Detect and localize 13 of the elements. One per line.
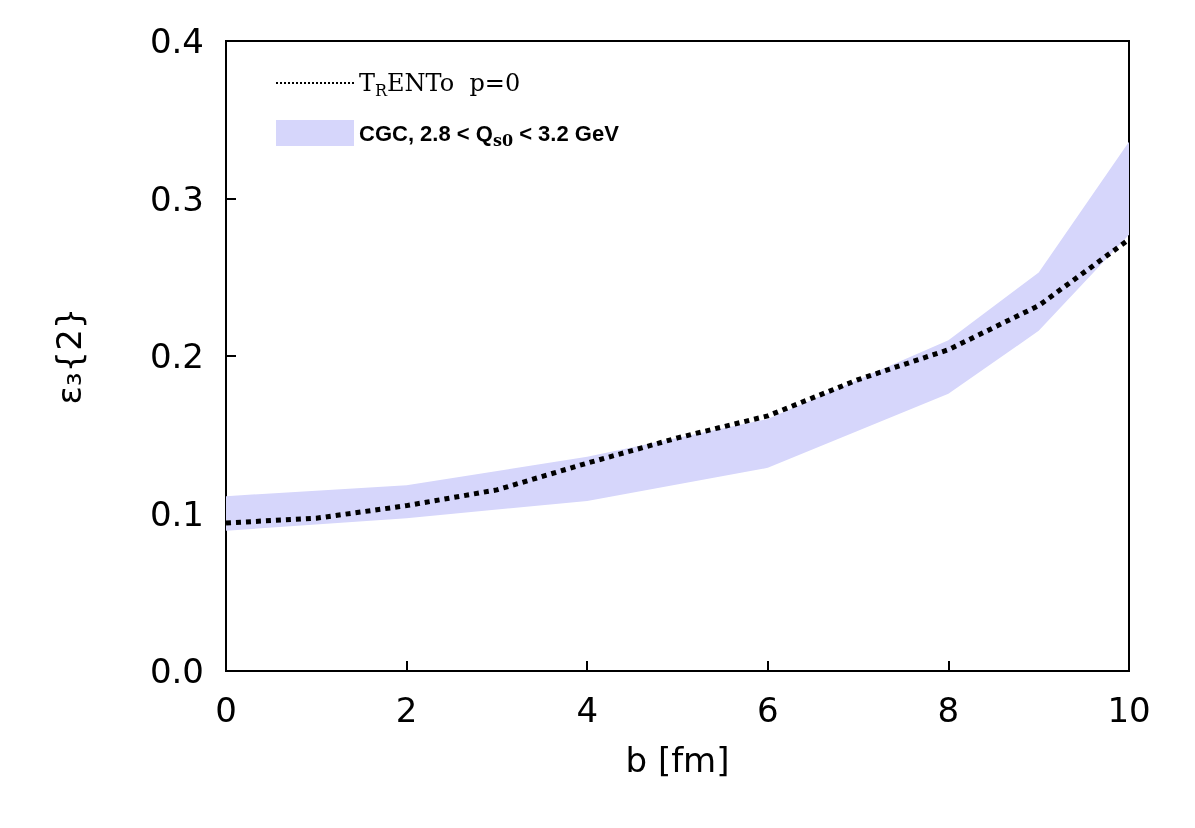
x-tick-label: 0 [215, 690, 237, 730]
x-tick-label: 8 [937, 690, 960, 730]
x-tick-label: 6 [756, 690, 779, 730]
y-tick-label: 0.0 [149, 651, 204, 691]
y-tick-label: 0.1 [149, 493, 204, 534]
y-tick-label: 0.4 [149, 21, 204, 61]
x-axis-title: b [fm] [625, 740, 730, 780]
x-tick-label: 2 [395, 690, 418, 730]
x-tick-label: 4 [576, 690, 599, 730]
y-axis-title: ε₃{2} [49, 307, 89, 405]
x-tick-label: 10 [1107, 690, 1151, 730]
y-tick-label: 0.2 [149, 336, 204, 376]
y-tick-label: 0.3 [149, 178, 204, 219]
